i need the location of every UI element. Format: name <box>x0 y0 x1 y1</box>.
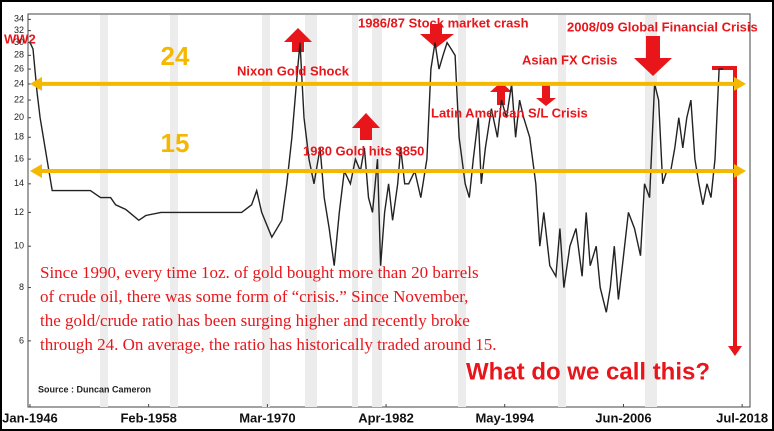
y-tick-label: 26 <box>14 63 24 73</box>
x-tick-label: Mar-1970 <box>239 410 295 425</box>
y-tick-label: 12 <box>14 207 24 217</box>
line-series <box>29 40 724 313</box>
reference-arrowhead <box>30 76 42 91</box>
arrows <box>284 24 672 140</box>
callout-arrowhead <box>728 346 742 356</box>
callout-arrow <box>712 66 737 348</box>
plot-frame <box>27 13 751 408</box>
y-tick-label: 30 <box>14 37 24 47</box>
x-tick-label: May-1994 <box>475 410 534 425</box>
annotation: Asian FX Crisis <box>522 52 617 67</box>
note-line: through 24. On average, the ratio has hi… <box>40 335 497 354</box>
y-tick-label: 14 <box>14 178 24 188</box>
x-tick-label: Jun-2006 <box>595 410 651 425</box>
note: Since 1990, every time 1oz. of gold boug… <box>40 263 497 354</box>
y-tick-label: 16 <box>14 153 24 163</box>
y-tick-label: 10 <box>14 241 24 251</box>
callout: What do we call this? <box>466 358 710 385</box>
y-tick-label: 24 <box>14 78 24 88</box>
annotation: 2008/09 Global Financial Crisis <box>567 19 758 34</box>
reference-arrowhead <box>30 164 42 179</box>
y-tick-label: 22 <box>14 94 24 104</box>
note-line: of crude oil, there was some form of “cr… <box>40 287 468 306</box>
note-line: the gold/crude ratio has been surging hi… <box>40 311 470 330</box>
annotation: Nixon Gold Shock <box>237 63 350 78</box>
x-tick-label: Jul-2018 <box>716 410 768 425</box>
y-tick-label: 32 <box>14 25 24 35</box>
annotation: 1980 Gold hits $850 <box>303 143 424 158</box>
reference-label: 15 <box>161 128 190 158</box>
y-tick-label: 18 <box>14 132 24 142</box>
y-tick-label: 8 <box>19 282 24 292</box>
note-line: Since 1990, every time 1oz. of gold boug… <box>40 263 479 282</box>
reference-arrowhead <box>734 164 746 179</box>
annotation: 1986/87 Stock market crash <box>358 15 529 30</box>
annotation: WW2 <box>4 31 36 46</box>
y-tick-label: 6 <box>19 335 24 345</box>
x-tick-label: Feb-1958 <box>120 410 176 425</box>
reference-label: 24 <box>161 41 190 71</box>
x-tick-label: Apr-1982 <box>358 410 414 425</box>
source: Source : Duncan Cameron <box>38 384 151 394</box>
annotation: Latin American S/L Crisis <box>431 105 588 120</box>
y-tick-label: 20 <box>14 112 24 122</box>
reference-arrowhead <box>734 76 746 91</box>
y-tick-label: 34 <box>14 14 24 24</box>
x-tick-label: Jan-1946 <box>2 410 58 425</box>
background-stripes <box>100 15 657 407</box>
y-tick-label: 28 <box>14 50 24 60</box>
